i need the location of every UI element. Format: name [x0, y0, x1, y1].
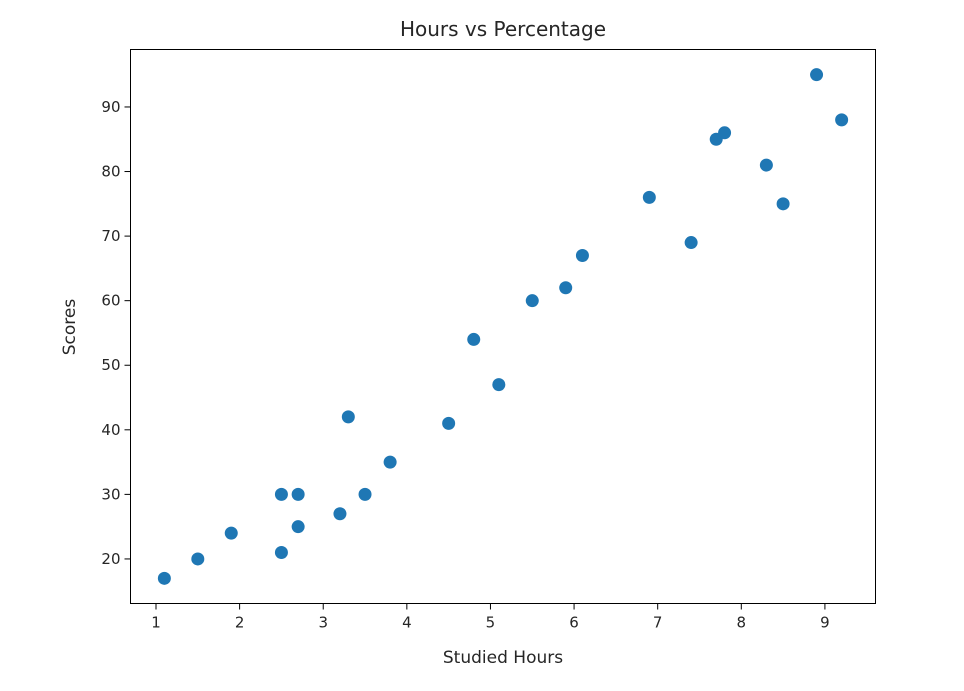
data-point — [274, 545, 288, 559]
data-point — [358, 487, 372, 501]
x-tick-label: 3 — [318, 614, 328, 632]
x-tick-label: 8 — [737, 614, 747, 632]
x-tick-label: 1 — [151, 614, 161, 632]
data-point — [525, 294, 539, 308]
y-tick-label: 20 — [101, 550, 120, 568]
data-point — [333, 507, 347, 521]
y-tick-label: 60 — [101, 292, 120, 310]
data-point — [835, 113, 849, 127]
data-point — [157, 571, 171, 585]
x-tick-label: 4 — [402, 614, 412, 632]
data-point — [291, 520, 305, 534]
x-axis-label: Studied Hours — [443, 648, 563, 668]
data-point — [810, 68, 824, 82]
x-tick-label: 9 — [820, 614, 830, 632]
y-tick-label: 90 — [101, 98, 120, 116]
data-point — [642, 190, 656, 204]
x-tick-label: 7 — [653, 614, 663, 632]
data-point — [274, 487, 288, 501]
data-point — [559, 281, 573, 295]
data-point — [467, 332, 481, 346]
data-point — [492, 378, 506, 392]
data-point — [759, 158, 773, 172]
data-point — [341, 410, 355, 424]
data-point — [383, 455, 397, 469]
plot-area-frame — [130, 49, 876, 604]
y-tick-label: 80 — [101, 163, 120, 181]
data-point — [291, 487, 305, 501]
data-point — [224, 526, 238, 540]
data-point — [684, 236, 698, 250]
data-point — [191, 552, 205, 566]
x-tick-label: 5 — [486, 614, 496, 632]
chart-title: Hours vs Percentage — [400, 17, 606, 41]
y-tick-label: 30 — [101, 485, 120, 503]
x-tick-label: 2 — [235, 614, 245, 632]
data-point — [575, 248, 589, 262]
y-axis-label: Scores — [60, 299, 80, 356]
y-tick-label: 40 — [101, 421, 120, 439]
data-point — [442, 416, 456, 430]
data-point — [776, 197, 790, 211]
data-point — [718, 126, 732, 140]
y-tick-label: 70 — [101, 227, 120, 245]
x-tick-label: 6 — [569, 614, 579, 632]
y-tick-label: 50 — [101, 356, 120, 374]
